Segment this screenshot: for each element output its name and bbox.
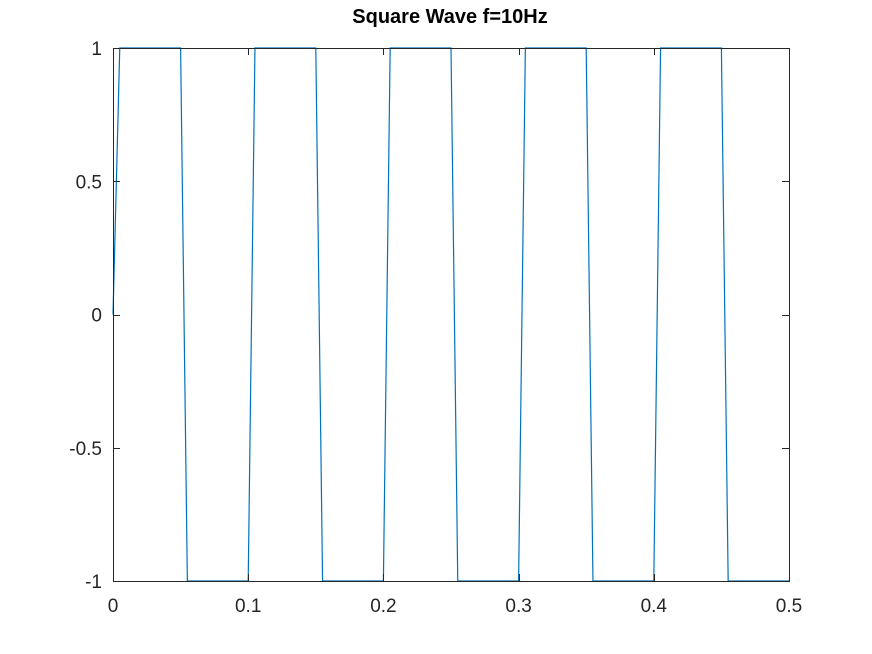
- x-tick-label-2: 0.2: [370, 596, 396, 617]
- series-line-0: [112, 47, 789, 582]
- x-tick-label-5: 0.5: [776, 596, 802, 617]
- x-tick-label-1: 0.1: [235, 596, 261, 617]
- y-tick-label-4: 1: [91, 39, 102, 60]
- x-tick-label-4: 0.4: [641, 596, 668, 617]
- x-tick-label-0: 0: [108, 596, 119, 617]
- plot-area: 0 0.1 0.2 0.3 0.4 0.5 -1 -0.5 0 0.5 1: [69, 39, 802, 617]
- x-tick-label-3: 0.3: [505, 596, 531, 617]
- y-tick-label-2: 0: [91, 306, 102, 327]
- y-tick-label-3: 0.5: [76, 172, 102, 193]
- y-tick-label-1: -0.5: [69, 439, 102, 460]
- y-tick-label-0: -1: [85, 572, 102, 593]
- chart-title: Square Wave f=10Hz: [352, 6, 547, 28]
